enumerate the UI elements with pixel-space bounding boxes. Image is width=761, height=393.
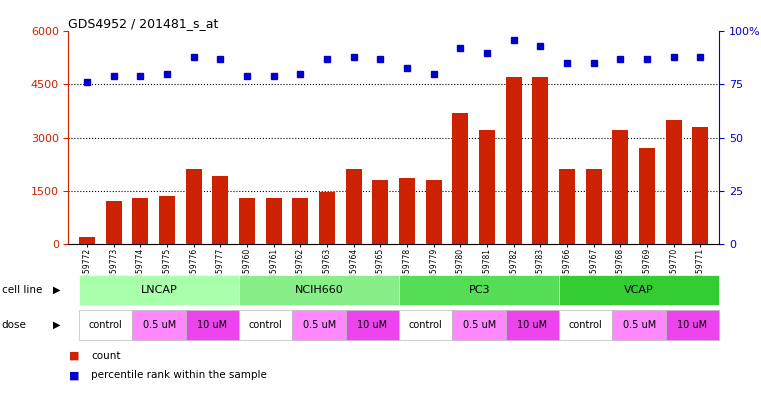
Bar xyxy=(292,310,345,340)
Bar xyxy=(319,192,335,244)
Bar xyxy=(559,169,575,244)
Text: ▶: ▶ xyxy=(53,320,61,330)
Bar xyxy=(426,180,442,244)
Text: control: control xyxy=(409,320,443,330)
Bar xyxy=(212,176,228,244)
Bar xyxy=(533,77,549,244)
Text: ■: ■ xyxy=(68,370,79,380)
Text: 10 uM: 10 uM xyxy=(358,320,387,330)
Text: cell line: cell line xyxy=(2,285,42,295)
Bar xyxy=(693,127,708,244)
Bar xyxy=(559,275,719,305)
Text: VCAP: VCAP xyxy=(624,285,654,295)
Bar xyxy=(666,310,719,340)
Text: ■: ■ xyxy=(68,351,79,361)
Text: PC3: PC3 xyxy=(469,285,490,295)
Bar xyxy=(239,275,400,305)
Text: ▶: ▶ xyxy=(53,285,61,295)
Text: 0.5 uM: 0.5 uM xyxy=(463,320,495,330)
Bar xyxy=(106,201,122,244)
Bar xyxy=(132,198,148,244)
Bar xyxy=(559,310,613,340)
Bar xyxy=(453,113,469,244)
Text: dose: dose xyxy=(2,320,27,330)
Bar xyxy=(666,120,682,244)
Bar xyxy=(79,237,95,244)
Bar xyxy=(613,130,629,244)
Bar xyxy=(506,77,522,244)
Text: control: control xyxy=(249,320,282,330)
Bar xyxy=(400,310,453,340)
Bar xyxy=(613,310,666,340)
Text: NCIH660: NCIH660 xyxy=(295,285,343,295)
Bar xyxy=(345,310,400,340)
Text: GDS4952 / 201481_s_at: GDS4952 / 201481_s_at xyxy=(68,17,219,30)
Bar xyxy=(239,310,292,340)
Bar xyxy=(400,275,559,305)
Text: percentile rank within the sample: percentile rank within the sample xyxy=(91,370,267,380)
Bar xyxy=(266,198,282,244)
Bar xyxy=(639,148,655,244)
Bar xyxy=(453,310,506,340)
Text: control: control xyxy=(569,320,603,330)
Text: 10 uM: 10 uM xyxy=(677,320,708,330)
Text: 10 uM: 10 uM xyxy=(517,320,548,330)
Bar xyxy=(239,198,255,244)
Text: count: count xyxy=(91,351,121,361)
Text: 0.5 uM: 0.5 uM xyxy=(303,320,336,330)
Bar xyxy=(506,310,559,340)
Bar xyxy=(132,310,186,340)
Text: 0.5 uM: 0.5 uM xyxy=(142,320,176,330)
Bar xyxy=(186,169,202,244)
Bar xyxy=(79,275,239,305)
Bar xyxy=(79,310,132,340)
Bar xyxy=(479,130,495,244)
Bar xyxy=(186,310,239,340)
Bar xyxy=(159,196,175,244)
Bar xyxy=(292,198,308,244)
Bar xyxy=(345,169,361,244)
Text: 10 uM: 10 uM xyxy=(197,320,228,330)
Text: control: control xyxy=(89,320,123,330)
Text: LNCAP: LNCAP xyxy=(141,285,177,295)
Bar xyxy=(586,169,602,244)
Bar xyxy=(400,178,416,244)
Text: 0.5 uM: 0.5 uM xyxy=(622,320,656,330)
Bar xyxy=(372,180,388,244)
